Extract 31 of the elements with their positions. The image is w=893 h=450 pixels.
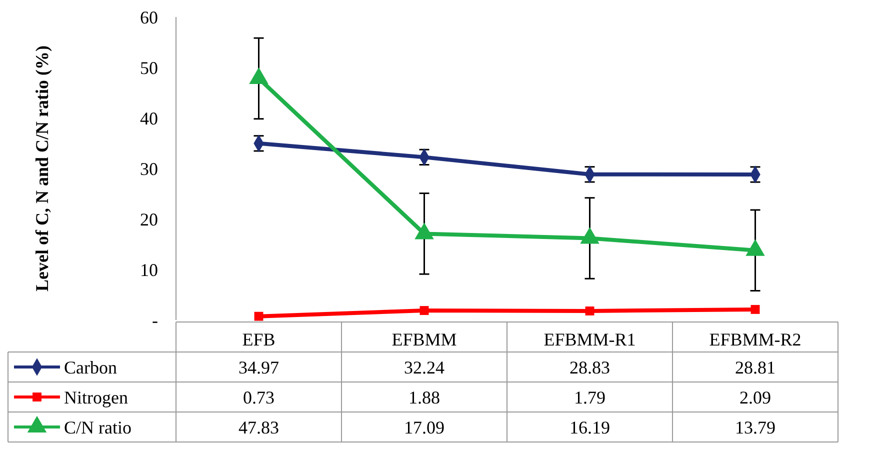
y-tick-label: 10 — [140, 260, 158, 280]
y-tick-label: 60 — [140, 7, 158, 28]
data-label: 32.24 — [404, 357, 444, 378]
data-label: 1.88 — [408, 387, 440, 408]
legend-label: Nitrogen — [64, 387, 128, 408]
point — [750, 304, 760, 314]
y-tick-label: - — [152, 310, 158, 330]
x-tick-label: EFB — [242, 329, 276, 350]
legend-label: Carbon — [64, 357, 117, 378]
data-label: 13.79 — [735, 417, 776, 438]
data-label: 0.73 — [243, 387, 274, 408]
x-tick-label: EFBMM — [392, 329, 457, 350]
point — [585, 306, 594, 316]
y-tick-label: 20 — [140, 209, 158, 230]
point — [420, 306, 429, 315]
y-tick-label: 40 — [140, 108, 158, 128]
data-label: 1.79 — [574, 387, 606, 408]
data-label: 17.09 — [404, 417, 444, 438]
y-tick-label: 50 — [140, 58, 158, 78]
y-axis-title: Level of C, N and C/N ratio (%) — [32, 46, 52, 292]
point — [254, 312, 264, 321]
y-tick-label: 30 — [140, 158, 158, 179]
data-label: 16.19 — [570, 417, 610, 438]
data-label: 28.81 — [735, 357, 776, 378]
data-label: 2.09 — [740, 387, 771, 408]
data-label: 28.83 — [570, 357, 610, 378]
data-label: 34.97 — [238, 357, 279, 378]
x-tick-label: EFBMM-R2 — [709, 329, 802, 350]
x-tick-label: EFBMM-R1 — [544, 329, 636, 350]
data-label: 47.83 — [238, 417, 279, 438]
legend-label: C/N ratio — [64, 417, 132, 438]
